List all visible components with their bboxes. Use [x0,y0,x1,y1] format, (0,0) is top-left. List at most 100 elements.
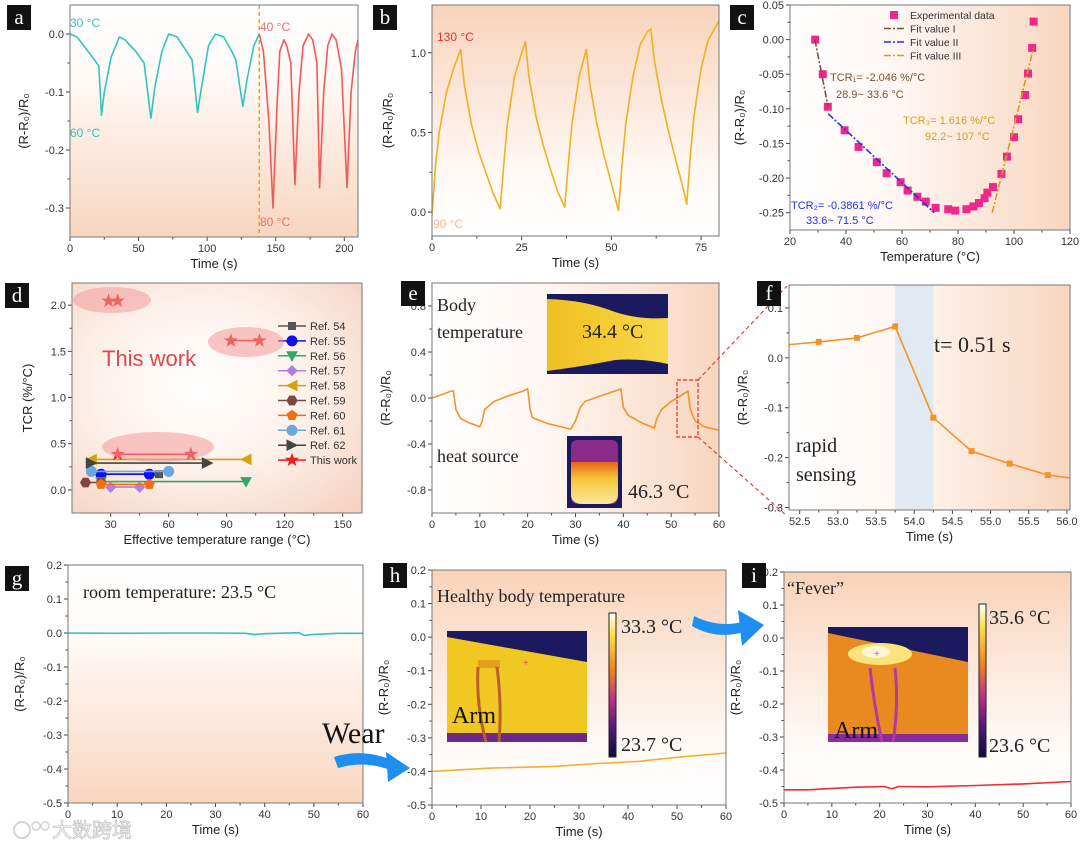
data-point-marker [286,424,298,436]
y-tick-label: 0.05 [763,0,784,12]
y-tick-label: -0.4 [759,765,778,777]
series-line [814,39,829,107]
series-line [991,47,1035,213]
y-axis-title: (R-R₀)/R₀ [735,370,750,426]
data-point-marker [931,203,940,212]
x-tick-label: 55.0 [980,516,1001,528]
x-tick-label: 50 [671,811,683,823]
x-tick-label: 50 [308,809,320,821]
data-point-marker [815,338,822,345]
data-point-marker [778,343,783,348]
data-point-marker [95,478,107,489]
y-tick-label: 0.4 [411,347,426,359]
annotation-text: Arm [834,718,878,744]
x-tick-label: 60 [720,811,732,823]
x-tick-label: 10 [111,809,123,821]
data-point-marker [968,448,975,455]
plot-frame [431,282,720,514]
y-tick-label: 0.0 [411,207,426,219]
data-point-marker [951,206,960,215]
data-point-marker [284,452,300,467]
x-tick-label: 0 [65,809,71,821]
x-axis-title: Time (s) [906,529,953,544]
plot-background [790,5,1070,230]
y-tick-label: 1.0 [51,393,66,405]
data-layer [432,20,719,216]
y-tick-label: -0.05 [759,69,784,81]
y-axis-title: (R-R₀)/R₀ [12,656,27,712]
annotation-text: heat source [437,446,518,466]
series-line [258,33,358,209]
arrow-fever-icon [692,610,764,646]
x-tick-label: 20 [160,809,172,821]
data-point-marker [853,334,860,341]
annotation-text: room temperature: 23.5 °C [83,582,276,602]
annotation-text: 23.7 °C [621,734,682,756]
data-point-marker [286,364,298,377]
x-tick-label: 50 [132,243,144,255]
y-tick-label: 0.0 [47,628,62,640]
data-point-marker [930,414,937,421]
data-point-marker [840,126,849,135]
legend-label: Experimental data [910,10,995,22]
colorbar-fever [978,603,987,758]
highlight-tcr3 [208,327,284,357]
thermal-image-body [547,294,668,374]
x-tick-label: 54.0 [904,516,925,528]
y-axis-title: (R-R₀)/R₀ [376,660,391,716]
data-point-marker [818,70,827,79]
annotation-text: 33.6~ 71.5 °C [806,215,874,227]
x-tick-label: 75 [695,242,707,254]
plot-background [70,5,358,237]
panel-label-box [5,566,29,591]
annotation-text: 60 °C [70,126,100,140]
y-tick-label: -0.1 [407,666,426,678]
chart-f: 52.5 53.0 53.5 54.0 54.5 55.0 55.5 56.00.10.0-0… [735,284,1078,544]
y-axis-title: (R-R₀)/R₀ [380,93,395,149]
colorbar-healthy [608,612,617,758]
y-axis-title: (R-R₀)/R₀ [732,90,747,146]
chart-g: 0 10 20 30 40 50 60 0.2 0.1 0.0 -0.1 -0.2 -0.3 -0.4 -0… [12,560,369,837]
x-tick-label: 150 [267,243,285,255]
y-axis-title: (R-R₀)/R₀ [378,370,393,426]
data-layer [778,323,1070,479]
data-point-marker [286,351,298,362]
series-line [432,20,719,216]
y-tick-label: -0.1 [764,403,783,415]
annotation-text: “Fever” [787,578,844,598]
panel-label: f [766,281,773,305]
x-axis-title: Temperature (°C) [880,249,980,264]
data-point-marker [1010,133,1018,142]
annotation-text: 23.6 °C [989,735,1050,757]
data-point-marker [882,169,891,178]
annotation-layer: a 30 °C 60 °C 40 °C 80 °C b 130 °C 90 °C c TCR₁= … [5,5,1050,757]
y-tick-label: -0.8 [407,485,426,497]
annotation-text: This work [102,346,197,371]
y-tick-label: -0.4 [43,764,62,776]
y-tick-label: 0.5 [51,439,66,451]
x-tick-label: 40 [622,811,634,823]
x-tick-label: 30 [573,811,585,823]
y-tick-label: -0.1 [45,87,64,99]
y-tick-label: 0.2 [763,567,778,579]
chart-b: 0 25 50 75 0.0 0.5 1.0 Time (s) (R-R₀)/R₀ [380,4,720,270]
y-axis-title: TCR (%/°C) [20,364,35,433]
highlight-ellipses [73,287,284,462]
data-point-marker [239,453,252,466]
annotation-text: 34.4 °C [582,321,643,343]
data-point-marker [286,409,298,420]
y-axis-title: (R-R₀)/R₀ [728,660,743,716]
y-tick-label: -0.4 [407,766,426,778]
data-point-marker [79,477,92,488]
data-point-marker [890,11,898,19]
data-point-marker [286,395,298,406]
legend-label: Ref. 55 [310,336,345,348]
y-tick-label: 1.0 [411,48,426,60]
data-layer [811,17,1038,215]
panel-label: i [751,563,757,587]
plot-frame [783,571,1072,804]
data-layer [432,387,719,431]
y-tick-label: -0.3 [764,503,783,515]
